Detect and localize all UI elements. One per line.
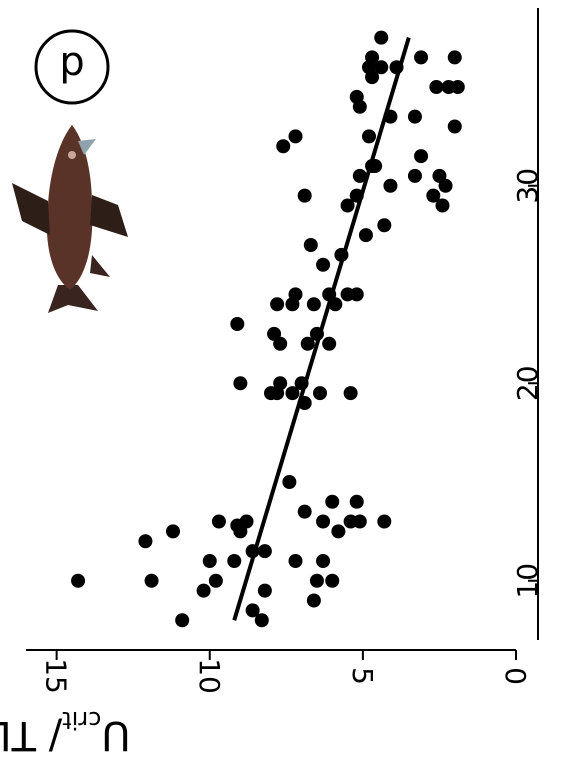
data-point-15 bbox=[257, 583, 272, 598]
data-point-89 bbox=[374, 60, 389, 75]
data-point-67 bbox=[414, 149, 429, 164]
fish-fin-right bbox=[12, 183, 50, 235]
data-point-37 bbox=[285, 386, 300, 401]
panel-label-badge: d bbox=[34, 29, 110, 105]
data-point-22 bbox=[316, 554, 331, 568]
data-point-8 bbox=[227, 554, 242, 568]
y-axis-ticks: 0 5 10 15 bbox=[40, 650, 532, 694]
data-point-74 bbox=[276, 139, 291, 154]
data-point-36 bbox=[273, 376, 288, 391]
data-point-54 bbox=[349, 287, 364, 302]
regression-line bbox=[232, 37, 411, 621]
data-point-64 bbox=[383, 178, 398, 193]
data-point-77 bbox=[407, 109, 422, 124]
y-title-rest: / TL bbox=[0, 712, 62, 758]
x-axis-ticks: 10 20 30 bbox=[511, 168, 544, 599]
data-point-12 bbox=[230, 518, 245, 533]
data-point-68 bbox=[426, 188, 441, 203]
data-point-91 bbox=[447, 50, 462, 65]
data-point-29 bbox=[349, 494, 364, 509]
fish-dorsal-fin bbox=[78, 139, 96, 155]
fish-pelvic-fin bbox=[90, 255, 110, 277]
data-point-21 bbox=[325, 573, 340, 588]
x-tick-label-0: 10 bbox=[511, 563, 544, 599]
fish-body bbox=[46, 125, 93, 290]
data-point-2 bbox=[144, 573, 159, 588]
data-point-58 bbox=[297, 188, 312, 203]
data-point-66 bbox=[407, 168, 422, 183]
data-point-23 bbox=[297, 504, 312, 519]
data-point-0 bbox=[71, 573, 86, 588]
data-point-18 bbox=[288, 554, 303, 568]
data-point-19 bbox=[306, 593, 321, 608]
data-point-86 bbox=[365, 50, 380, 65]
data-point-1 bbox=[138, 534, 153, 549]
data-point-3 bbox=[166, 524, 180, 539]
data-points bbox=[71, 30, 465, 628]
data-point-30 bbox=[377, 514, 392, 529]
data-point-14 bbox=[257, 544, 272, 559]
data-point-80 bbox=[447, 119, 462, 134]
data-point-79 bbox=[349, 89, 364, 104]
panel-letter: d bbox=[59, 43, 84, 89]
y-title-subscript: crit bbox=[62, 706, 101, 734]
data-point-40 bbox=[343, 386, 358, 401]
data-point-44 bbox=[322, 336, 337, 351]
y-tick-label-0: 0 bbox=[499, 667, 532, 685]
data-point-81 bbox=[429, 80, 444, 94]
y-tick-label-2: 10 bbox=[193, 658, 226, 694]
data-point-31 bbox=[282, 475, 297, 489]
data-point-17 bbox=[254, 613, 269, 628]
y-tick-label-1: 5 bbox=[346, 667, 379, 685]
data-point-63 bbox=[352, 168, 367, 183]
panel-label-circle bbox=[34, 29, 110, 105]
data-point-20 bbox=[309, 573, 324, 588]
data-point-16 bbox=[245, 603, 260, 618]
x-tick-label-1: 20 bbox=[511, 365, 544, 401]
fish-tail bbox=[48, 285, 98, 313]
data-point-47 bbox=[270, 297, 285, 312]
svg-text:Ucrit/ TL: Ucrit/ TL bbox=[0, 706, 131, 758]
data-point-25 bbox=[316, 514, 331, 529]
y-title-main: U bbox=[101, 712, 130, 758]
data-point-73 bbox=[288, 129, 303, 144]
fish-eye bbox=[68, 151, 76, 159]
fish-fin-left bbox=[90, 195, 128, 237]
data-point-9 bbox=[211, 514, 226, 529]
data-point-28 bbox=[352, 514, 367, 529]
data-point-71 bbox=[432, 168, 447, 183]
data-point-46 bbox=[230, 317, 245, 331]
data-point-69 bbox=[435, 198, 450, 213]
data-point-55 bbox=[316, 257, 331, 272]
data-point-26 bbox=[331, 524, 346, 539]
fish-image bbox=[12, 125, 128, 313]
data-point-39 bbox=[313, 386, 327, 401]
y-axis-title: Ucrit/ TL bbox=[0, 706, 131, 758]
plot-area: 0 5 10 15 10 20 30 bbox=[26, 8, 544, 694]
y-tick-label-3: 15 bbox=[40, 658, 73, 694]
data-point-24 bbox=[325, 494, 340, 509]
x-tick-label-2: 30 bbox=[511, 168, 544, 204]
data-point-50 bbox=[306, 297, 321, 312]
data-point-90 bbox=[374, 30, 389, 45]
data-point-6 bbox=[208, 573, 223, 588]
data-point-7 bbox=[202, 554, 217, 568]
data-point-4 bbox=[175, 613, 190, 628]
data-point-88 bbox=[414, 50, 429, 65]
data-point-57 bbox=[303, 238, 318, 252]
data-point-43 bbox=[267, 326, 282, 341]
data-point-62 bbox=[377, 218, 392, 233]
data-point-59 bbox=[340, 198, 355, 213]
data-point-61 bbox=[358, 228, 373, 243]
data-point-49 bbox=[288, 287, 303, 302]
data-point-42 bbox=[300, 336, 315, 351]
data-point-5 bbox=[196, 583, 211, 598]
data-point-75 bbox=[362, 129, 376, 144]
data-point-83 bbox=[450, 80, 465, 94]
data-point-35 bbox=[233, 376, 248, 391]
